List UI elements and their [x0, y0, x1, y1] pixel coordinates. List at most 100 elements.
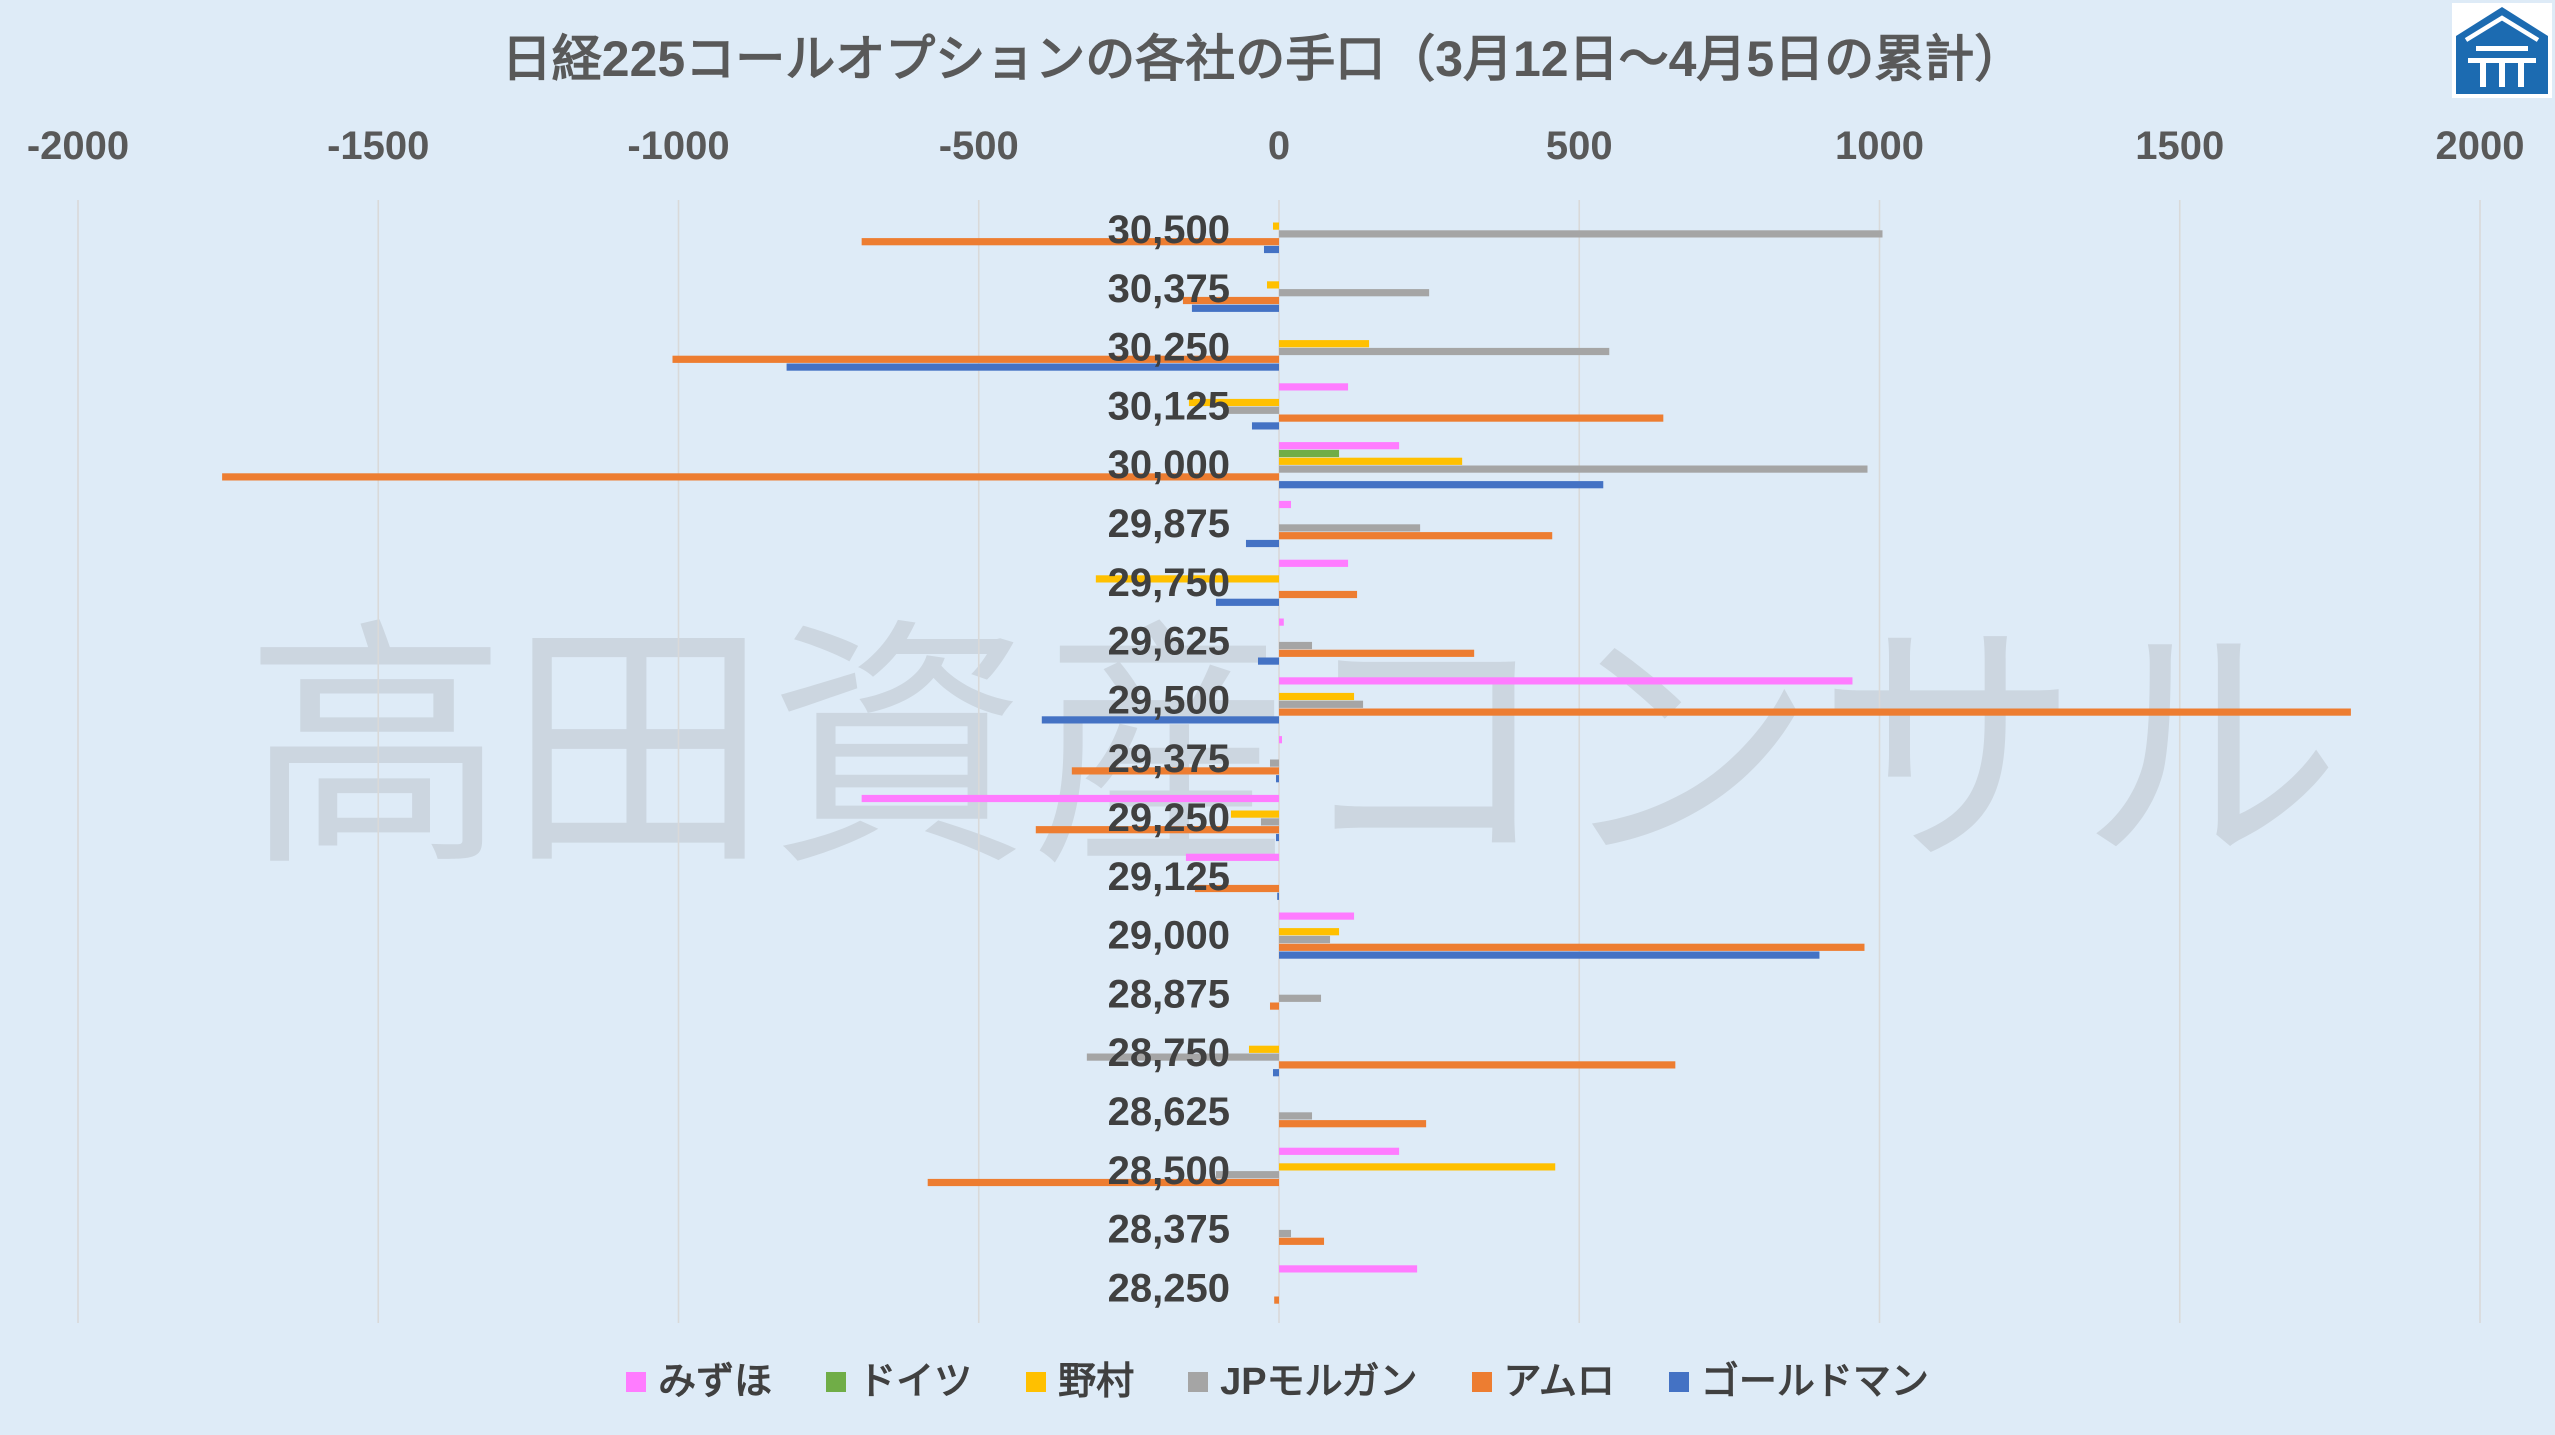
bar-series4-30125 — [1224, 406, 1279, 414]
bar-series3-30125 — [1188, 398, 1279, 407]
bar-series6-30125 — [1251, 422, 1279, 430]
category-label: 30,000 — [1108, 443, 1230, 487]
y-axis: 30,500 30,375 30,250 30,125 30,000 29,875 29,7… — [1108, 208, 1230, 1310]
category-label: 29,000 — [1108, 914, 1230, 958]
bar-series5-29500 — [1279, 708, 2351, 716]
bar-series3-30375 — [1266, 281, 1279, 289]
legend-marker — [1188, 1372, 1209, 1392]
bar-series3-29500 — [1279, 692, 1355, 701]
legend-item-1: みずほ — [626, 1357, 772, 1407]
bar-series1-29875 — [1279, 500, 1292, 509]
bar-series1-29250 — [861, 794, 1279, 803]
category-label: 29,875 — [1108, 502, 1230, 546]
category-label: 28,750 — [1108, 1031, 1230, 1075]
bar-series4-30500 — [1279, 230, 1883, 238]
x-tick-label: 1000 — [1835, 124, 1924, 168]
category-label: 28,500 — [1108, 1149, 1230, 1193]
bar-series5-29125 — [1194, 884, 1279, 893]
bar-series3-30500 — [1272, 222, 1279, 230]
bar-series5-30500 — [861, 238, 1279, 246]
category-label: 30,500 — [1108, 208, 1230, 252]
legend-marker — [1668, 1372, 1689, 1392]
category-label: 29,125 — [1108, 855, 1230, 899]
category-label: 29,625 — [1108, 620, 1230, 664]
x-tick-label: 1500 — [2135, 124, 2224, 168]
bar-series5-29875 — [1279, 532, 1553, 540]
category-label: 30,125 — [1108, 384, 1230, 428]
logo-upper-bar — [2476, 46, 2528, 51]
bar-series5-30125 — [1279, 414, 1664, 422]
logo-column-left — [2480, 63, 2486, 87]
x-tick-label: 0 — [1268, 124, 1290, 168]
legend-item-2: ドイツ — [826, 1357, 972, 1407]
bar-series4-29875 — [1279, 524, 1421, 532]
category-label: 29,750 — [1108, 561, 1230, 605]
bar-series1-29625 — [1279, 618, 1284, 626]
chart-title: 日経225コールオプションの各社の手口（3月12日～4月5日の累計） — [501, 31, 2025, 87]
legend-marker — [1026, 1372, 1047, 1392]
bar-series4-28375 — [1279, 1229, 1292, 1238]
x-tick-label: -2000 — [27, 124, 129, 168]
bar-series4-30375 — [1279, 289, 1430, 297]
category-label: 28,625 — [1108, 1090, 1230, 1134]
watermark: 高田資産コンサル — [245, 597, 2341, 902]
bar-series6-30375 — [1191, 304, 1279, 312]
bar-series5-29750 — [1279, 590, 1358, 599]
bar-series5-29625 — [1279, 649, 1475, 657]
bar-series1-29000 — [1279, 912, 1355, 920]
bar-series5-28625 — [1279, 1120, 1427, 1128]
legend-item-5: アムロ — [1471, 1357, 1615, 1407]
bar-series4-30000 — [1279, 465, 1868, 473]
bars — [222, 222, 2351, 1304]
logo-column-right — [2518, 63, 2524, 87]
bar-series5-28375 — [1279, 1237, 1325, 1245]
legend-label: 野村 — [1058, 1361, 1135, 1403]
bar-series1-29750 — [1279, 559, 1349, 567]
bar-series4-29625 — [1279, 641, 1313, 650]
bar-series6-29875 — [1245, 539, 1279, 548]
bar-series1-30000 — [1279, 442, 1400, 450]
bar-series3-29250 — [1230, 810, 1279, 818]
bar-series6-30500 — [1263, 245, 1279, 254]
logo-lower-bar — [2468, 58, 2536, 63]
x-tick-label: 2000 — [2436, 124, 2525, 168]
bar-series1-30125 — [1279, 383, 1349, 391]
bar-series5-28875 — [1269, 1002, 1279, 1010]
category-label: 29,375 — [1108, 737, 1230, 781]
bar-series4-30250 — [1279, 347, 1610, 356]
bar-series5-30250 — [672, 355, 1279, 363]
legend-label: ドイツ — [858, 1361, 973, 1403]
x-tick-label: -500 — [939, 124, 1019, 168]
bar-series6-29375 — [1275, 775, 1279, 783]
bar-series5-28250 — [1274, 1296, 1279, 1304]
bar-series5-29000 — [1279, 943, 1865, 951]
legend-label: JPモルガン — [1220, 1361, 1418, 1403]
category-label: 30,375 — [1108, 267, 1230, 311]
bar-series5-29375 — [1071, 767, 1279, 775]
bar-series4-29000 — [1279, 935, 1331, 944]
bar-series1-28500 — [1279, 1147, 1400, 1155]
legend-marker — [1471, 1372, 1492, 1392]
category-label: 28,375 — [1108, 1208, 1230, 1252]
bar-series4-29500 — [1279, 700, 1364, 708]
category-label: 29,250 — [1108, 796, 1230, 840]
legend-label: ゴールドマン — [1700, 1361, 1929, 1403]
bar-series6-29125 — [1277, 892, 1279, 900]
bar-series3-29750 — [1095, 575, 1279, 583]
bar-series6-29250 — [1275, 833, 1279, 842]
bar-series3-30000 — [1279, 457, 1463, 465]
legend-marker — [626, 1372, 647, 1392]
bar-series1-29500 — [1279, 677, 1853, 685]
category-label: 29,500 — [1108, 678, 1230, 722]
bar-series4-29375 — [1269, 759, 1279, 767]
legend-item-3: 野村 — [1026, 1357, 1134, 1407]
bar-series5-30000 — [222, 473, 1279, 481]
logo-column-middle — [2499, 63, 2505, 87]
legend-marker — [826, 1372, 847, 1392]
category-label: 30,250 — [1108, 326, 1230, 370]
bar-series6-28750 — [1272, 1069, 1279, 1077]
bar-series6-29500 — [1041, 716, 1279, 724]
x-tick-label: 500 — [1546, 124, 1613, 168]
legend-label: アムロ — [1503, 1361, 1615, 1403]
